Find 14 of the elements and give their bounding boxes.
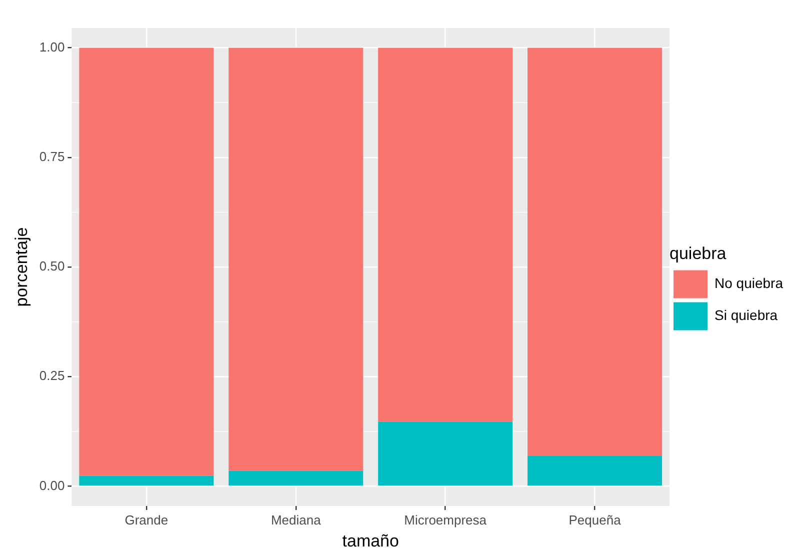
y-tick-label: 0.50 (39, 258, 65, 274)
y-tick-label: 1.00 (39, 39, 65, 54)
legend-label: Si quiebra (714, 307, 778, 324)
x-axis-title: tamaño (342, 531, 399, 550)
legend-title: quiebra (670, 244, 727, 263)
y-tick-label: 0.00 (39, 478, 65, 493)
y-tick-label: 0.75 (39, 148, 65, 164)
legend-label: No quiebra (714, 275, 784, 292)
y-tick-label: 0.25 (39, 368, 65, 384)
y-axis-title: porcentaje (12, 227, 31, 307)
x-tick-label: Grande (124, 512, 168, 528)
x-tick-label: Pequeña (568, 512, 622, 528)
x-tick-label: Mediana (270, 512, 322, 528)
x-tick-label: Microempresa (404, 512, 488, 528)
